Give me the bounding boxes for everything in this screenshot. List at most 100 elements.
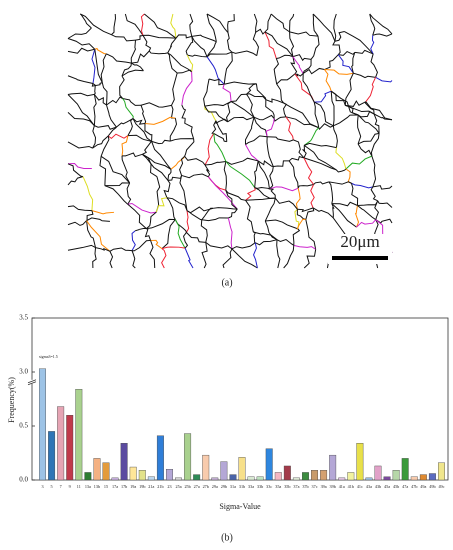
grain-edge	[225, 189, 246, 201]
grain-edge	[302, 73, 315, 103]
grain-edge	[357, 114, 362, 145]
grain-edge	[357, 114, 380, 134]
bar	[256, 476, 264, 481]
grain-edge	[313, 101, 334, 127]
bar	[438, 462, 445, 481]
grain-edge	[142, 153, 169, 181]
bar	[166, 469, 173, 481]
grain-edge	[181, 71, 193, 106]
grain-edge	[175, 34, 192, 39]
grain-edge	[92, 125, 97, 149]
grain-edge	[313, 101, 320, 128]
grain-edge	[293, 139, 305, 159]
bar	[48, 431, 56, 481]
grain-edge	[132, 118, 146, 125]
x-tick-label: 27b	[203, 484, 209, 489]
grain-edge	[92, 83, 96, 95]
grain-edge	[331, 203, 357, 228]
x-tick-label: 7	[60, 484, 62, 489]
grain-edge	[67, 92, 95, 97]
grain-edge	[167, 37, 177, 54]
grain-edge	[80, 13, 112, 36]
grain-edge	[350, 183, 359, 206]
x-tick-label: 13a	[85, 484, 91, 489]
grain-edge	[269, 188, 276, 199]
x-tick-label: 3	[41, 484, 43, 489]
x-tick-label: 17a	[112, 484, 118, 489]
grain-edge	[163, 180, 171, 198]
grain-edge	[213, 207, 238, 210]
grain-edge	[205, 242, 233, 250]
axis-break	[27, 381, 37, 386]
axis-break	[27, 379, 37, 384]
bar	[93, 458, 101, 481]
grain-edge	[161, 248, 167, 269]
grain-edge	[253, 114, 275, 121]
grain-edge	[200, 219, 208, 243]
grain-edge	[283, 245, 295, 269]
grain-edge	[338, 50, 356, 56]
x-tick-label: 29b	[221, 484, 227, 489]
x-tick-label: 19b	[139, 484, 145, 489]
x-tick-label: 5	[51, 484, 53, 489]
bar	[111, 477, 119, 481]
grain-edge	[296, 218, 306, 230]
grain-edge	[224, 81, 257, 85]
grain-edge	[127, 134, 152, 142]
grain-edge	[244, 117, 255, 145]
grain-edge	[303, 127, 320, 146]
grain-edge	[144, 13, 177, 39]
grain-edge	[181, 104, 187, 119]
bar	[410, 476, 418, 481]
x-tick-label: 41b	[348, 484, 354, 489]
grain-edge	[225, 189, 238, 210]
grain-edge	[146, 218, 176, 230]
grain-edge	[354, 205, 360, 228]
grain-edge	[67, 176, 84, 186]
grain-edge	[122, 98, 142, 106]
grain-edge	[203, 78, 210, 107]
bar	[39, 368, 46, 481]
grain-edge	[185, 210, 190, 233]
grain-edge	[93, 94, 107, 106]
grain-edge	[94, 47, 107, 55]
grain-edge	[345, 100, 367, 107]
grain-edge	[225, 157, 259, 165]
grain-edge	[184, 138, 195, 157]
micrograph	[68, 14, 392, 268]
grain-edge	[351, 182, 373, 189]
grain-edge	[167, 52, 178, 74]
grain-edge	[140, 102, 172, 108]
grain-edge	[273, 116, 286, 122]
bar	[347, 472, 355, 481]
grain-edge	[67, 163, 84, 178]
grain-edge	[371, 155, 377, 188]
bar	[283, 465, 291, 481]
grain-edge	[264, 13, 272, 33]
grain-edge	[269, 166, 274, 190]
grain-edge	[273, 160, 290, 168]
grain-edge	[273, 58, 280, 85]
grain-edge	[116, 118, 134, 128]
bar	[383, 476, 391, 481]
grain-edge	[186, 232, 206, 243]
grain-edge	[91, 49, 96, 84]
grain-edge	[324, 69, 354, 75]
bar	[320, 470, 328, 481]
grain-edge	[127, 203, 147, 229]
grain-edge	[186, 54, 194, 72]
grain-edge	[289, 13, 295, 32]
grain-edge	[67, 38, 96, 50]
scale-bar-label: 20μm	[340, 232, 379, 251]
x-tick-label: 19a	[130, 484, 136, 489]
bar	[75, 389, 83, 481]
grain-edge	[170, 138, 194, 142]
grain-edge	[67, 141, 93, 149]
grain-edge	[131, 250, 136, 269]
grain-edge	[377, 200, 393, 208]
x-tick-label: 47a	[402, 484, 408, 489]
x-tick-label: 49b	[429, 484, 435, 489]
grain-edge	[332, 125, 338, 148]
bar	[265, 448, 273, 481]
